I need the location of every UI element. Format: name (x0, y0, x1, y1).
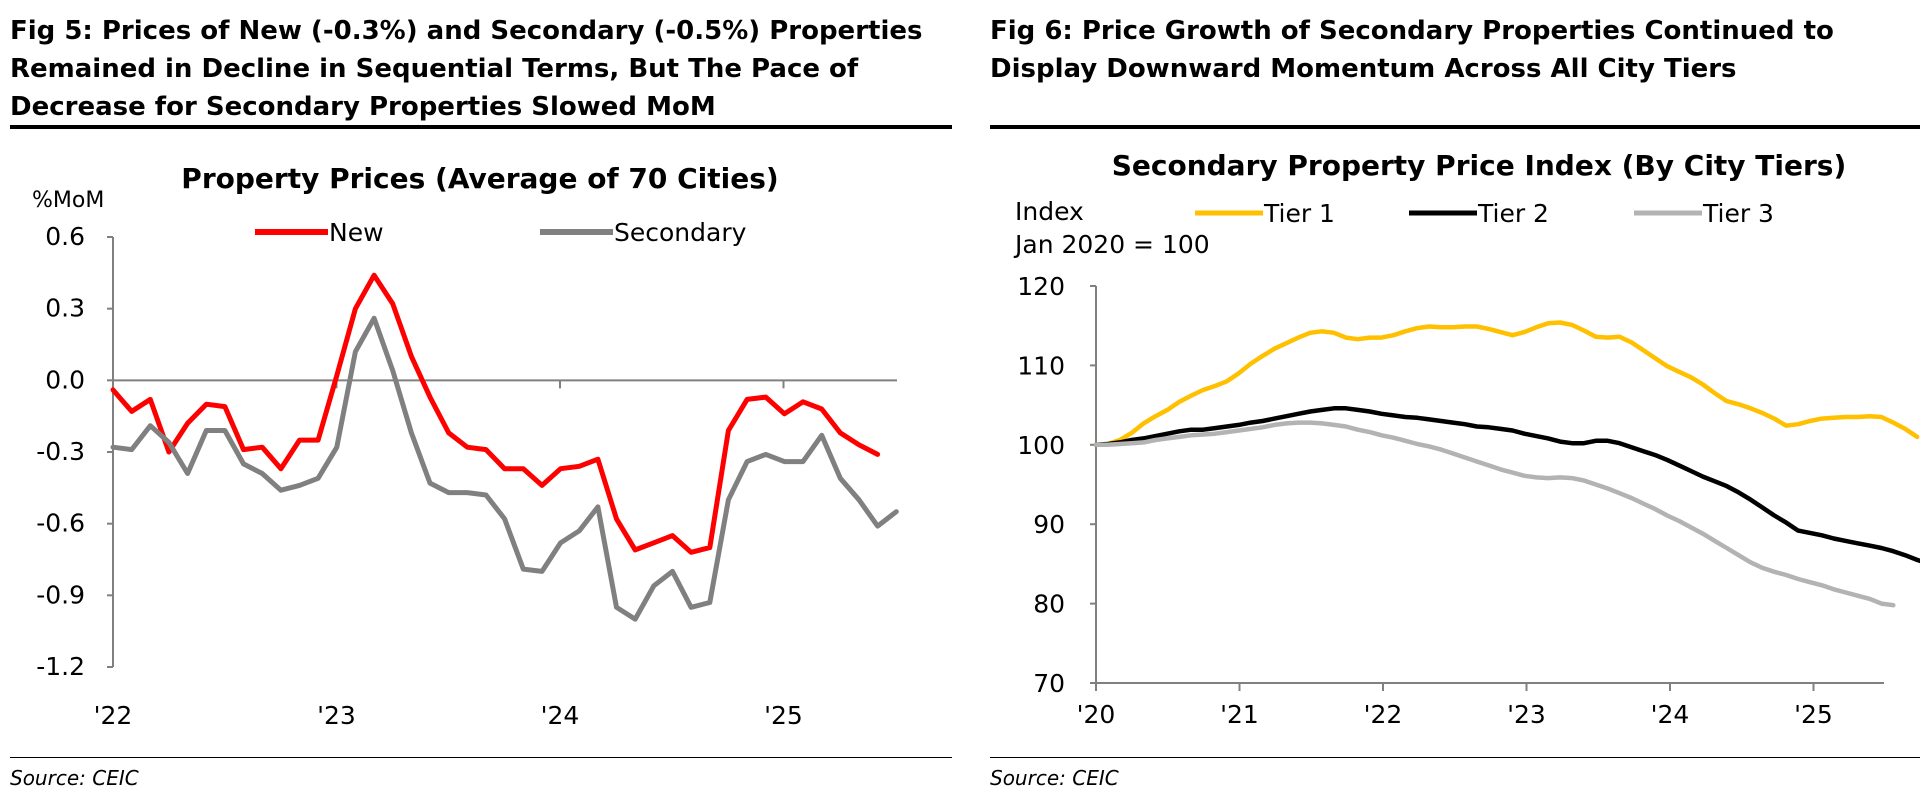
y-axis-label-line-1: Index (1015, 197, 1084, 226)
figure-5-source: Source: CEIC (10, 766, 139, 790)
y-axis-label: %MoM (32, 188, 104, 213)
legend-label: Tier 3 (1702, 199, 1774, 228)
secondary-price-index-chart: Secondary Property Price Index (By City … (1013, 149, 1920, 729)
legend-label: Tier 1 (1263, 199, 1335, 228)
x-tick-label: '24 (1651, 700, 1690, 729)
y-axis-label-line-2: Jan 2020 = 100 (1013, 230, 1210, 259)
figure-6-panel: Fig 6: Price Growth of Secondary Propert… (980, 0, 1920, 799)
figure-6-source-rule (990, 757, 1920, 758)
figure-5-panel: Fig 5: Prices of New (-0.3%) and Seconda… (10, 16, 952, 790)
y-tick-label: 0.3 (45, 294, 85, 323)
series-line-tier-1 (1093, 320, 1920, 448)
x-tick-label: '21 (1220, 700, 1259, 729)
x-tick-label: '20 (1077, 700, 1116, 729)
x-tick-label: '25 (1794, 700, 1833, 729)
figure-6-title: Fig 6: Price Growth of Secondary Propert… (990, 16, 1834, 84)
figure-5-source-rule (10, 757, 952, 758)
figure-6-source: Source: CEIC (990, 766, 1119, 790)
property-prices-chart: Property Prices (Average of 70 Cities) %M… (32, 162, 899, 730)
x-tick-label: '22 (94, 701, 133, 730)
y-tick-label: -0.6 (36, 509, 85, 538)
x-tick-label: '24 (541, 701, 580, 730)
y-tick-label: 120 (1017, 272, 1065, 301)
legend-label: New (329, 218, 384, 247)
y-tick-label: 70 (1033, 669, 1065, 698)
y-tick-label: 110 (1017, 351, 1065, 380)
legend-label: Secondary (614, 218, 747, 247)
y-tick-label: -0.9 (36, 580, 85, 609)
series-line-secondary (110, 315, 899, 622)
series-line-new (110, 272, 881, 555)
y-tick-label: -1.2 (36, 652, 85, 681)
y-tick-label: 100 (1017, 431, 1065, 460)
y-tick-label: -0.3 (36, 437, 85, 466)
y-tick-label: 90 (1033, 510, 1065, 539)
series-line-tier-2 (1093, 406, 1920, 564)
y-tick-label: 80 (1033, 590, 1065, 619)
figure-5-title-rule (10, 125, 952, 129)
x-tick-label: '23 (317, 701, 356, 730)
chart-title: Property Prices (Average of 70 Cities) (181, 162, 778, 195)
legend-label: Tier 2 (1477, 199, 1549, 228)
series-line-tier-3 (1093, 420, 1896, 608)
y-tick-label: 0.0 (45, 365, 85, 394)
x-tick-label: '25 (764, 701, 803, 730)
x-tick-label: '23 (1507, 700, 1546, 729)
figure-6-title-rule (990, 125, 1920, 129)
x-tick-label: '22 (1364, 700, 1403, 729)
y-tick-label: 0.6 (45, 222, 85, 251)
figure-5-title: Fig 5: Prices of New (-0.3%) and Seconda… (10, 16, 923, 122)
chart-title: Secondary Property Price Index (By City … (1112, 149, 1847, 182)
